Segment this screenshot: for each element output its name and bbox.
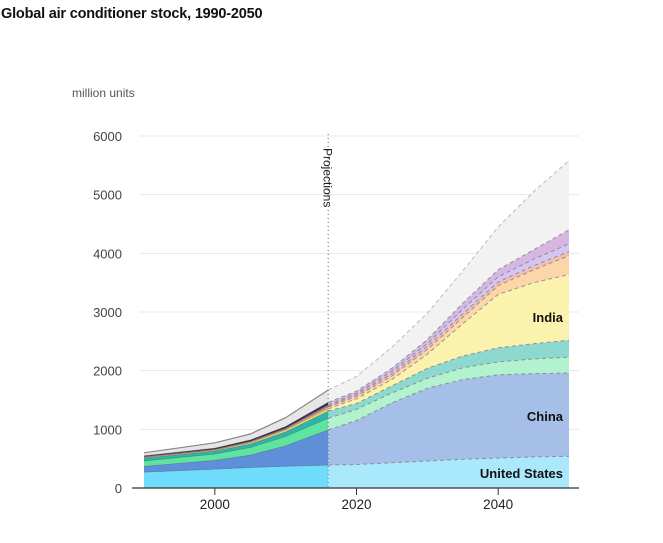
area-bands xyxy=(143,160,570,488)
area-projection-united-states xyxy=(328,456,569,488)
boundary-projection-united-states xyxy=(328,455,570,466)
boundary-projection-series-4 xyxy=(328,339,570,412)
boundary-projection-series-6 xyxy=(328,255,570,408)
area-projection-series-9 xyxy=(328,229,569,405)
boundary-projection-series-8 xyxy=(328,243,570,406)
series-label-united-states: United States xyxy=(480,466,563,481)
boundary-historical-series-9 xyxy=(143,401,329,457)
boundary-historical-india xyxy=(143,408,329,458)
x-axis: 2000 2020 2040 xyxy=(132,487,579,512)
y-tick-labels: 0 1000 2000 3000 4000 5000 6000 xyxy=(93,129,122,496)
boundary-historical-series-4 xyxy=(143,410,329,459)
area-projection-series-4 xyxy=(328,340,569,419)
area-projection-series-6 xyxy=(328,255,569,409)
area-historical-united-states xyxy=(144,465,329,488)
x-tick-label: 2040 xyxy=(483,497,513,512)
y-tick-label: 5000 xyxy=(93,188,122,203)
boundary-historical-series-7 xyxy=(143,405,329,457)
boundary-projection-china xyxy=(328,372,570,431)
projection-marker: Projections xyxy=(320,134,334,488)
area-projection-china xyxy=(328,373,569,466)
area-historical-series-3 xyxy=(144,418,329,467)
boundary-projection-series-9 xyxy=(328,229,570,403)
x-tick-label: 2020 xyxy=(341,497,371,512)
boundary-historical-series-6 xyxy=(143,406,329,458)
boundary-projection-india xyxy=(328,274,570,410)
boundary-projection-series-10 xyxy=(327,160,570,391)
area-projection-india xyxy=(328,274,569,412)
y-tick-label: 2000 xyxy=(93,364,122,379)
y-tick-label: 6000 xyxy=(93,129,122,144)
y-tick-label: 0 xyxy=(115,481,122,496)
boundary-projection-series-7 xyxy=(328,251,570,407)
area-projection-series-8 xyxy=(328,243,569,406)
boundary-historical-series-8 xyxy=(143,404,329,457)
area-historical-series-10 xyxy=(144,390,329,456)
boundary-projection-series-3 xyxy=(328,356,570,419)
area-projection-series-3 xyxy=(328,357,569,430)
boundary-historical-series-3 xyxy=(143,417,329,462)
boundary-historical-series-10 xyxy=(143,389,329,454)
boundary-historical-china xyxy=(143,429,329,467)
area-projection-series-10 xyxy=(328,160,569,403)
y-tick-label: 3000 xyxy=(93,305,122,320)
series-label-india: India xyxy=(533,310,564,325)
y-tick-label: 1000 xyxy=(93,422,122,437)
boundary-historical-united-states xyxy=(143,464,329,473)
area-projection-series-7 xyxy=(328,251,569,407)
area-historical-china xyxy=(144,429,329,473)
x-tick-label: 2000 xyxy=(200,497,230,512)
chart-title: Global air conditioner stock, 1990-2050 xyxy=(1,6,263,22)
series-labels: United States China India xyxy=(480,310,564,481)
y-axis-unit-label: million units xyxy=(72,86,135,100)
projection-label: Projections xyxy=(320,148,334,207)
y-tick-label: 4000 xyxy=(93,246,122,261)
series-label-china: China xyxy=(527,409,564,424)
